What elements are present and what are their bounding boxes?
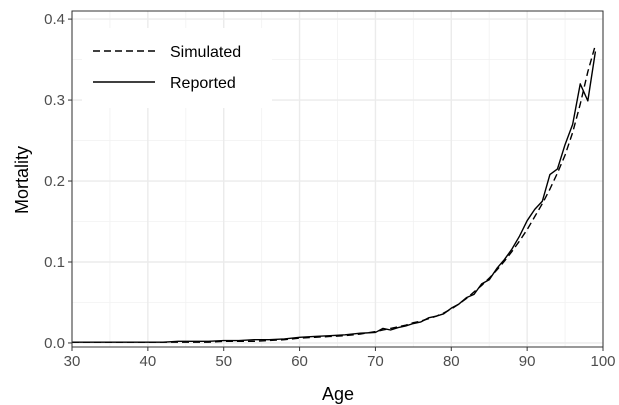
x-axis-title: Age [322,384,354,404]
x-tick-label: 70 [367,353,384,370]
y-tick-label: 0.1 [44,254,65,271]
y-tick-label: 0.4 [44,11,65,28]
x-axis: 30 40 50 60 70 80 90 100 [64,347,616,370]
x-tick-label: 60 [291,353,308,370]
x-tick-label: 90 [519,353,536,370]
series-lines [72,44,597,343]
x-tick-label: 100 [590,353,615,370]
x-tick-label: 40 [140,353,157,370]
y-axis-title: Mortality [12,146,32,214]
y-tick-label: 0.2 [44,173,65,190]
y-tick-label: 0.3 [44,92,65,109]
y-axis: 0.0 0.1 0.2 0.3 0.4 [44,11,72,352]
y-tick-label: 0.0 [44,335,65,352]
series-line-reported [72,51,597,343]
x-tick-label: 50 [215,353,232,370]
x-tick-label: 80 [443,353,460,370]
legend-background [82,28,272,108]
legend: Simulated Reported [82,28,272,108]
panel-border [71,10,604,348]
legend-label-reported: Reported [170,75,236,92]
x-tick-label: 30 [64,353,81,370]
series-line-simulated [72,44,597,343]
legend-label-simulated: Simulated [170,44,241,61]
